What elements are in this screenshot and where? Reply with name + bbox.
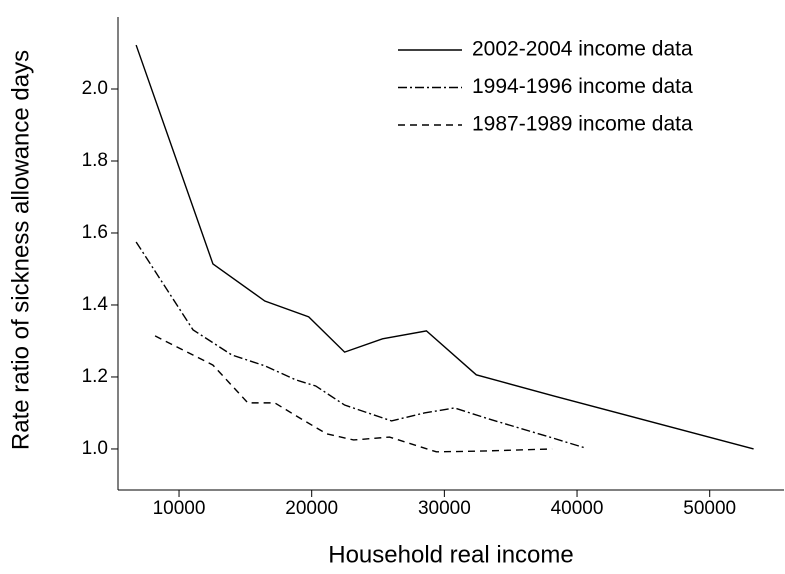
y-axis-label: Rate ratio of sickness allowance days xyxy=(7,50,34,450)
x-tick-label: 20000 xyxy=(285,498,338,519)
x-axis-label: Household real income xyxy=(328,541,573,568)
x-tick-label: 10000 xyxy=(153,498,206,519)
y-tick-label: 2.0 xyxy=(82,78,108,99)
legend-label: 2002-2004 income data xyxy=(472,38,693,61)
series-line xyxy=(154,335,553,453)
x-tick-label: 50000 xyxy=(683,498,736,519)
y-tick-label: 1.2 xyxy=(82,366,108,387)
series-line xyxy=(135,44,754,450)
y-tick-label: 1.4 xyxy=(82,294,109,315)
legend-label: 1987-1989 income data xyxy=(472,113,693,136)
series-line xyxy=(135,241,586,449)
y-tick-label: 1.8 xyxy=(82,150,108,171)
x-tick-label: 30000 xyxy=(418,498,471,519)
legend-label: 1994-1996 income data xyxy=(472,75,693,98)
y-tick-label: 1.6 xyxy=(82,222,108,243)
y-tick-label: 1.0 xyxy=(82,438,108,459)
x-tick-label: 40000 xyxy=(551,498,604,519)
